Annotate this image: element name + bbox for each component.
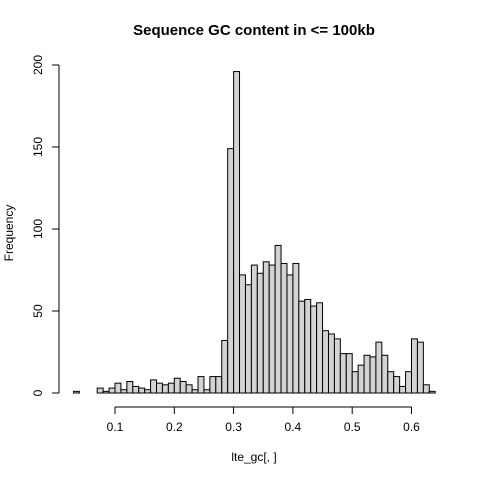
histogram-bar — [244, 284, 252, 394]
y-tick-label: 50 — [31, 304, 45, 318]
histogram-bar — [96, 387, 104, 394]
histogram-bar — [345, 353, 353, 394]
histogram-bar — [405, 371, 413, 394]
chart-title: Sequence GC content in <= 100kb — [133, 22, 375, 39]
histogram-bar — [327, 333, 335, 394]
histogram-bar — [191, 389, 199, 394]
x-tick-label: 0.4 — [285, 420, 302, 434]
histogram-bar — [233, 71, 241, 394]
histogram-bar — [185, 384, 193, 394]
histogram-bar — [274, 244, 282, 394]
histogram-bars — [72, 71, 436, 394]
histogram-bar — [428, 390, 436, 394]
y-tick-label: 200 — [31, 55, 45, 75]
histogram-bar — [144, 389, 152, 394]
histogram-bar — [221, 340, 229, 394]
histogram-bar — [375, 341, 383, 394]
histogram-bar — [239, 274, 246, 394]
histogram-bar — [203, 389, 211, 394]
histogram-bar — [322, 330, 329, 394]
histogram-bar — [387, 371, 395, 394]
y-tick-label: 100 — [31, 219, 45, 239]
histogram-bar — [150, 379, 158, 394]
histogram-bar — [102, 390, 110, 394]
histogram-bar — [268, 264, 276, 394]
x-axis-label: lte_gc[, ] — [231, 450, 276, 464]
histogram-bar — [156, 382, 163, 394]
histogram-bar — [72, 390, 80, 394]
histogram-bar — [197, 376, 205, 394]
histogram-bar — [381, 354, 389, 394]
histogram-bar — [280, 262, 288, 394]
histogram-bar — [339, 353, 347, 394]
histogram-bar — [292, 262, 300, 394]
y-axis: 0 50 100 150 200 — [31, 55, 60, 396]
x-axis: 0.1 0.2 0.3 0.4 0.5 0.6 — [107, 406, 420, 434]
histogram-bar — [108, 387, 116, 394]
histogram-bar — [416, 341, 424, 394]
histogram-bar — [209, 376, 217, 394]
histogram-bar — [411, 338, 418, 394]
histogram-bar — [132, 385, 140, 394]
x-tick-label: 0.5 — [344, 420, 361, 434]
histogram-bar — [310, 305, 318, 394]
histogram-bar — [422, 384, 430, 394]
histogram-bar — [262, 261, 270, 394]
histogram-bar — [304, 299, 312, 394]
histogram-bar — [161, 384, 169, 394]
histogram-bar — [138, 387, 146, 394]
histogram-bar — [286, 274, 294, 394]
x-tick-label: 0.2 — [166, 420, 183, 434]
y-tick-label: 0 — [31, 389, 45, 396]
histogram-bar — [363, 354, 371, 394]
histogram-bar — [173, 377, 181, 394]
histogram-bar — [369, 356, 377, 394]
x-tick-label: 0.3 — [225, 420, 242, 434]
histogram-bar — [227, 148, 235, 394]
y-tick-label: 150 — [31, 137, 45, 157]
histogram-bar — [316, 302, 324, 394]
histogram-bar — [179, 381, 187, 394]
histogram-bar — [250, 264, 258, 394]
histogram-bar — [167, 382, 175, 394]
histogram-bar — [114, 382, 122, 394]
histogram-bar — [333, 338, 341, 394]
histogram-bar — [256, 272, 264, 394]
histogram-bar — [215, 376, 223, 394]
histogram-bar — [351, 371, 359, 394]
y-axis-label: Frequency — [2, 205, 16, 262]
histogram-bar — [357, 364, 365, 394]
histogram-bar — [120, 389, 128, 394]
histogram-bar — [393, 376, 401, 394]
histogram-bar — [399, 385, 407, 394]
x-tick-label: 0.6 — [403, 420, 420, 434]
histogram-bar — [298, 300, 306, 394]
x-tick-label: 0.1 — [107, 420, 124, 434]
histogram-bar — [126, 381, 134, 394]
